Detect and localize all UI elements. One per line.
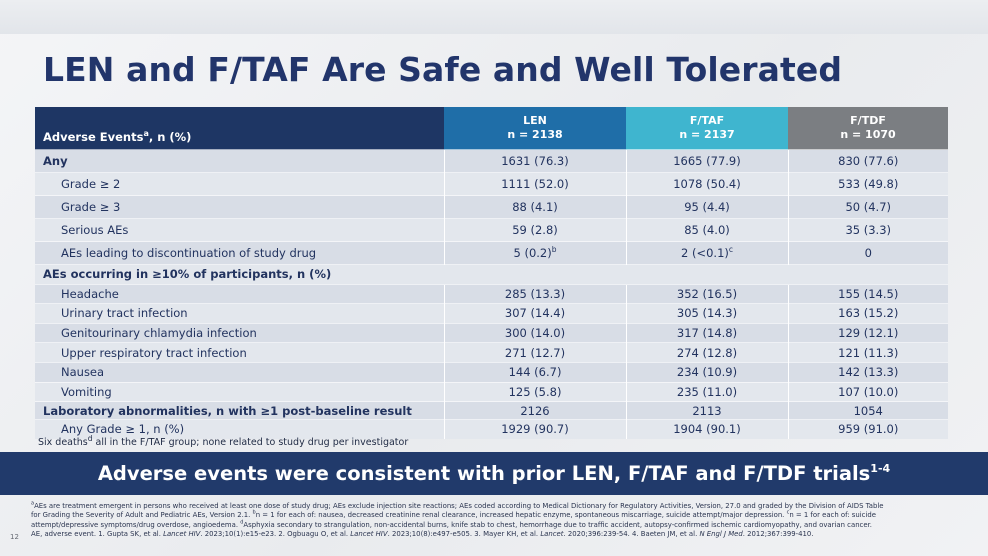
header-ftdf: F/TDF n = 1070 (788, 107, 948, 150)
len-value: 300 (14.0) (443, 322, 626, 343)
ftdf-value: 121 (11.3) (787, 342, 948, 363)
row-label: Urinary tract infection (35, 303, 444, 324)
len-value: 125 (5.8) (443, 381, 626, 402)
row-label: Laboratory abnormalities, n with ≥1 post… (35, 401, 444, 420)
footnote-line: aAEs are treatment emergent in persons w… (31, 500, 884, 510)
table-row: Vomiting 125 (5.8) 235 (11.0) 107 (10.0) (35, 381, 948, 402)
ftaf-value: 352 (16.5) (625, 283, 788, 304)
ftdf-value: 1054 (787, 401, 948, 420)
footnotes: aAEs are treatment emergent in persons w… (31, 500, 951, 539)
page-number: 12 (10, 533, 19, 541)
ftaf-value: 85 (4.0) (625, 218, 788, 242)
len-value: 2126 (443, 401, 626, 420)
slide-title: LEN and F/TAF Are Safe and Well Tolerate… (43, 50, 843, 89)
footnote-line: attempt/depressive symptoms/drug overdos… (31, 519, 872, 529)
footnote-line: for Grading the Severity of Adult and Pe… (31, 510, 876, 520)
row-label: Nausea (35, 361, 444, 383)
ftaf-value: 305 (14.3) (625, 303, 788, 324)
ftaf-value: 1078 (50.4) (625, 172, 788, 196)
header-ftaf: F/TAF n = 2137 (626, 107, 788, 150)
deaths-note: Six deathsd all in the F/TAF group; none… (38, 433, 409, 448)
ftdf-value: 0 (787, 241, 948, 265)
row-label: Headache (35, 283, 444, 304)
ftdf-value: 142 (13.3) (787, 361, 948, 383)
header-len: LEN n = 2138 (444, 107, 626, 150)
len-value: 1631 (76.3) (443, 149, 626, 173)
row-label: AEs leading to discontinuation of study … (35, 241, 444, 265)
table-row: Grade ≥ 2 1111 (52.0) 1078 (50.4) 533 (4… (35, 172, 948, 196)
table-header-row: Adverse Eventsa, n (%) LEN n = 2138 F/TAF… (35, 107, 948, 150)
ftaf-value: 1904 (90.1) (625, 419, 788, 439)
references-line: AE, adverse event. 1. Gupta SK, et al. L… (31, 529, 814, 538)
ftdf-value: 35 (3.3) (787, 218, 948, 242)
len-value: 285 (13.3) (443, 283, 626, 304)
len-value: 271 (12.7) (443, 342, 626, 363)
table-row: Any 1631 (76.3) 1665 (77.9) 830 (77.6) (35, 149, 948, 173)
ftaf-value: 1665 (77.9) (625, 149, 788, 173)
table-row: Urinary tract infection 307 (14.4) 305 (… (35, 303, 948, 324)
row-label: Grade ≥ 2 (35, 172, 444, 196)
len-value: 307 (14.4) (443, 303, 626, 324)
ftdf-value: 129 (12.1) (787, 322, 948, 343)
top-bar (0, 0, 988, 34)
row-label: Upper respiratory tract infection (35, 342, 444, 363)
ftdf-value: 959 (91.0) (787, 419, 948, 439)
table-row: Headache 285 (13.3) 352 (16.5) 155 (14.5… (35, 283, 948, 304)
table-row: Upper respiratory tract infection 271 (1… (35, 342, 948, 363)
ftaf-value: 2 (<0.1)c (625, 241, 788, 265)
len-value: 1929 (90.7) (443, 419, 626, 439)
len-value: 5 (0.2)b (443, 241, 626, 265)
row-label: Any Grade ≥ 1, n (%) (35, 419, 444, 439)
ftdf-value: 155 (14.5) (787, 283, 948, 304)
len-value: 1111 (52.0) (443, 172, 626, 196)
len-value: 88 (4.1) (443, 195, 626, 219)
row-label: Vomiting (35, 381, 444, 402)
table-row: Any Grade ≥ 1, n (%) 1929 (90.7) 1904 (9… (35, 419, 948, 439)
ftaf-value: 274 (12.8) (625, 342, 788, 363)
len-value: 144 (6.7) (443, 361, 626, 383)
len-value: 59 (2.8) (443, 218, 626, 242)
ftdf-value: 163 (15.2) (787, 303, 948, 324)
table-row: Serious AEs 59 (2.8) 85 (4.0) 35 (3.3) (35, 218, 948, 242)
conclusion-banner: Adverse events were consistent with prio… (0, 452, 988, 495)
row-label: Genitourinary chlamydia infection (35, 322, 444, 343)
table-row: AEs leading to discontinuation of study … (35, 241, 948, 265)
table-row: Laboratory abnormalities, n with ≥1 post… (35, 401, 948, 420)
ftdf-value: 533 (49.8) (787, 172, 948, 196)
ftdf-value: 50 (4.7) (787, 195, 948, 219)
table-section-row: AEs occurring in ≥10% of participants, n… (35, 264, 948, 285)
table-row: Nausea 144 (6.7) 234 (10.9) 142 (13.3) (35, 361, 948, 383)
ftaf-value: 234 (10.9) (625, 361, 788, 383)
ftaf-value: 317 (14.8) (625, 322, 788, 343)
ftaf-value: 235 (11.0) (625, 381, 788, 402)
ftdf-value: 830 (77.6) (787, 149, 948, 173)
ftaf-value: 95 (4.4) (625, 195, 788, 219)
adverse-events-table: Adverse Eventsa, n (%) LEN n = 2138 F/TAF… (35, 107, 948, 439)
row-label: Serious AEs (35, 218, 444, 242)
ftaf-value: 2113 (625, 401, 788, 420)
section-label: AEs occurring in ≥10% of participants, n… (35, 264, 948, 285)
ftdf-value: 107 (10.0) (787, 381, 948, 402)
table-row: Grade ≥ 3 88 (4.1) 95 (4.4) 50 (4.7) (35, 195, 948, 219)
table-row: Genitourinary chlamydia infection 300 (1… (35, 322, 948, 343)
row-label: Grade ≥ 3 (35, 195, 444, 219)
row-label: Any (35, 149, 444, 173)
header-adverse-events: Adverse Eventsa, n (%) (35, 107, 444, 150)
